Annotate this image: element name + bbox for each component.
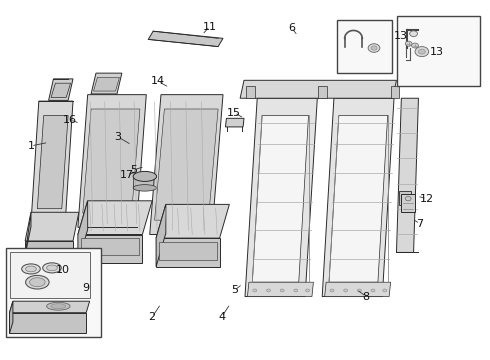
Ellipse shape — [25, 275, 49, 289]
Text: 6: 6 — [288, 23, 295, 33]
Polygon shape — [252, 116, 309, 282]
Polygon shape — [78, 95, 147, 227]
Polygon shape — [155, 109, 218, 220]
Polygon shape — [329, 116, 388, 282]
Polygon shape — [91, 73, 122, 94]
Text: 3: 3 — [115, 132, 122, 142]
Ellipse shape — [43, 263, 61, 273]
Circle shape — [330, 289, 334, 292]
Ellipse shape — [133, 171, 157, 181]
Polygon shape — [9, 301, 13, 333]
Polygon shape — [78, 201, 152, 234]
Text: 11: 11 — [203, 22, 217, 32]
Polygon shape — [9, 313, 86, 333]
FancyBboxPatch shape — [337, 20, 392, 73]
Circle shape — [306, 289, 310, 292]
Circle shape — [383, 289, 387, 292]
Text: 4: 4 — [218, 312, 225, 322]
Text: 12: 12 — [420, 194, 434, 204]
Text: 1: 1 — [27, 141, 34, 151]
Polygon shape — [225, 118, 244, 127]
Polygon shape — [25, 212, 79, 241]
Circle shape — [267, 289, 270, 292]
Bar — [391, 86, 399, 98]
Circle shape — [410, 31, 417, 37]
Polygon shape — [159, 242, 217, 260]
Ellipse shape — [29, 278, 45, 287]
Polygon shape — [240, 80, 396, 98]
Ellipse shape — [25, 266, 36, 272]
Circle shape — [418, 49, 425, 54]
Polygon shape — [78, 234, 143, 263]
Circle shape — [415, 46, 429, 57]
Polygon shape — [399, 192, 411, 205]
Bar — [318, 86, 327, 98]
Polygon shape — [94, 77, 120, 91]
Polygon shape — [133, 176, 157, 188]
Polygon shape — [9, 301, 90, 313]
Circle shape — [405, 41, 412, 46]
Polygon shape — [156, 204, 229, 238]
Ellipse shape — [47, 265, 57, 271]
Circle shape — [343, 289, 347, 292]
Text: 2: 2 — [148, 312, 156, 322]
Polygon shape — [25, 212, 31, 255]
Text: 10: 10 — [56, 265, 70, 275]
Circle shape — [412, 43, 418, 48]
Circle shape — [401, 196, 408, 201]
Polygon shape — [322, 98, 394, 297]
Circle shape — [371, 289, 375, 292]
Text: 5: 5 — [130, 165, 137, 175]
Text: 7: 7 — [416, 219, 423, 229]
Text: 15: 15 — [227, 108, 241, 118]
Polygon shape — [148, 31, 223, 46]
Polygon shape — [25, 241, 73, 255]
Polygon shape — [156, 204, 166, 267]
Ellipse shape — [47, 302, 70, 310]
Text: 17: 17 — [120, 170, 134, 180]
Text: 8: 8 — [363, 292, 370, 302]
Circle shape — [357, 289, 361, 292]
Text: 14: 14 — [151, 76, 165, 86]
Polygon shape — [247, 282, 314, 297]
Circle shape — [280, 289, 284, 292]
Text: 5: 5 — [231, 285, 238, 296]
Polygon shape — [83, 109, 140, 213]
Circle shape — [294, 289, 298, 292]
Text: 16: 16 — [63, 115, 77, 125]
Polygon shape — [245, 98, 318, 297]
Polygon shape — [37, 116, 68, 209]
Polygon shape — [150, 95, 223, 234]
Bar — [246, 86, 255, 98]
Circle shape — [253, 289, 257, 292]
Text: 13: 13 — [430, 46, 443, 57]
Polygon shape — [31, 101, 73, 223]
FancyBboxPatch shape — [10, 252, 90, 298]
Text: 9: 9 — [83, 283, 90, 293]
Polygon shape — [81, 238, 139, 255]
Polygon shape — [325, 282, 391, 297]
Circle shape — [405, 197, 411, 201]
Text: 13: 13 — [393, 31, 407, 41]
Ellipse shape — [133, 185, 157, 191]
Ellipse shape — [22, 264, 40, 274]
FancyBboxPatch shape — [397, 16, 480, 86]
Polygon shape — [156, 238, 220, 267]
Polygon shape — [396, 98, 418, 252]
Polygon shape — [401, 194, 415, 212]
Polygon shape — [51, 83, 71, 98]
Ellipse shape — [51, 304, 66, 309]
Circle shape — [368, 44, 380, 52]
Circle shape — [371, 46, 377, 50]
Polygon shape — [49, 79, 73, 100]
FancyBboxPatch shape — [5, 248, 101, 337]
Polygon shape — [78, 201, 88, 263]
